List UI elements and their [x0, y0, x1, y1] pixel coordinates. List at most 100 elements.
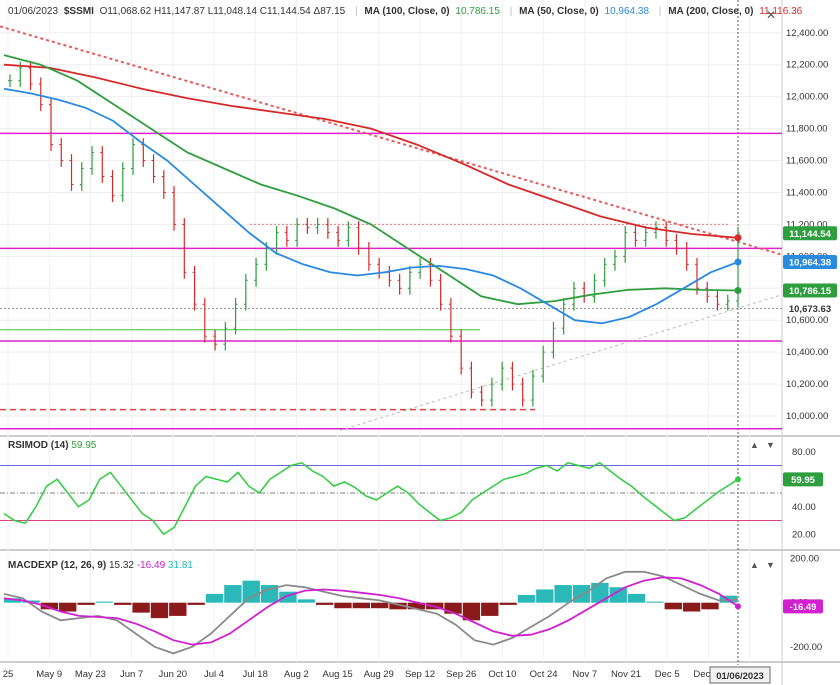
- x-tick-label: Dec 5: [655, 669, 680, 680]
- rsi-tick-label: 40.00: [792, 502, 816, 513]
- rsi-panel: [0, 461, 782, 536]
- rsi-value: 59.95: [71, 440, 97, 451]
- rsi-tick-label: 80.00: [792, 447, 816, 458]
- x-tick-label: Jul 18: [243, 669, 268, 680]
- macd-histogram-bar: [315, 602, 334, 605]
- macd-histogram-bar: [224, 585, 242, 603]
- ma100-line: [3, 54, 739, 306]
- price-tag-label: 10,964.38: [789, 258, 831, 269]
- ma200-label: MA (200, Close, 0): [668, 6, 754, 17]
- close-icon[interactable]: ✕: [766, 8, 777, 22]
- rsi-endpoint: [735, 476, 741, 483]
- current-date-label: 01/06/2023: [716, 671, 764, 682]
- macd-histogram-bar: [242, 580, 260, 603]
- price-tick-label: 11,600.00: [786, 156, 828, 167]
- macd-histogram-bar: [169, 602, 187, 616]
- move-up-icon[interactable]: ▲: [750, 440, 759, 450]
- macd-label: MACDEXP (12, 26, 9): [8, 560, 107, 571]
- x-tick-label: Aug 15: [323, 669, 353, 680]
- macd-line: [3, 570, 739, 655]
- x-tick-label: 25: [3, 669, 14, 680]
- macd-signal-line: [3, 576, 739, 646]
- macd-histogram-bar: [536, 589, 554, 603]
- move-down-icon[interactable]: ▼: [766, 440, 775, 450]
- price-tick-label: 10,200.00: [786, 379, 828, 390]
- ma50-value: 10,964.38: [604, 6, 650, 17]
- x-tick-label: Sep 12: [405, 669, 435, 680]
- rsi-tick-label: 20.00: [792, 529, 816, 540]
- ma50-line: [3, 87, 739, 325]
- x-tick-label: Jun 20: [159, 669, 188, 680]
- macd-tick-label: -200.00: [790, 642, 822, 653]
- rsi-header: RSIMOD (14) 59.95: [8, 440, 96, 451]
- price-tick-label: 10,600.00: [786, 315, 828, 326]
- rsi-tag-box: [783, 472, 823, 487]
- macd-histogram-bar: [664, 602, 682, 610]
- macd-histogram-bar: [4, 598, 22, 603]
- macd-value-2: -16.49: [136, 560, 166, 571]
- ma200-value: 11,116.36: [759, 6, 803, 17]
- macd-histogram-bar: [334, 602, 352, 609]
- price-tick-label: 12,000.00: [786, 92, 828, 103]
- x-tick-label: Aug 2: [284, 669, 309, 680]
- macd-histogram-bar: [59, 602, 77, 612]
- macd-histogram-bar: [701, 602, 719, 610]
- x-tick-label: Oct 24: [530, 669, 558, 680]
- ma100-endpoint: [734, 286, 742, 294]
- macd-histogram-bar: [95, 601, 114, 603]
- ma200-endpoint: [734, 234, 742, 242]
- price-tick-label: 11,400.00: [786, 187, 828, 198]
- x-tick-label: Aug 29: [364, 669, 394, 680]
- move-down-icon-2[interactable]: ▼: [766, 560, 775, 570]
- macd-histogram-bar: [682, 602, 701, 612]
- price-tag-box: [783, 255, 837, 270]
- x-tick-label: Jun 7: [120, 669, 143, 680]
- header-symbol: $SSMI: [63, 6, 94, 17]
- price-header: 01/06/2023 $SSMI O11,068.62 H11,147.87 L…: [8, 6, 803, 17]
- macd-histogram-bar: [389, 602, 407, 610]
- macd-tick-label: 200.00: [790, 554, 819, 565]
- macd-signal-endpoint: [735, 603, 741, 610]
- ma100-label: MA (100, Close, 0): [364, 6, 450, 17]
- price-tag-box: [783, 301, 837, 316]
- macd-panel: [3, 570, 741, 655]
- macd-header: MACDEXP (12, 26, 9) 15.32 -16.49 31.81: [8, 560, 193, 571]
- macd-histogram-bar: [627, 593, 646, 603]
- macd-tag-label: -16.49: [790, 602, 817, 613]
- x-tick-label: May 23: [75, 669, 106, 680]
- macd-histogram-bar: [297, 599, 315, 603]
- macd-histogram-bar: [407, 602, 426, 610]
- price-tick-label: 11,800.00: [786, 124, 828, 135]
- macd-histogram-bar: [352, 602, 370, 609]
- macd-histogram-bar: [40, 602, 59, 610]
- price-tag-box: [783, 226, 837, 241]
- macd-histogram-bar: [572, 585, 591, 603]
- x-tick-label: Sep 26: [446, 669, 476, 680]
- macd-histogram-bar: [444, 602, 462, 614]
- macd-histogram-bar: [77, 602, 95, 605]
- current-date-box: [709, 666, 771, 684]
- price-panel: [0, 25, 783, 431]
- price-tick-label: 10,000.00: [786, 411, 828, 422]
- macd-histogram-bar: [609, 587, 627, 603]
- macd-histogram-bar: [646, 601, 664, 603]
- x-tick-label: Oct 10: [488, 669, 516, 680]
- x-axis: 25 May 9 May 23 Jun 7 Jun 20 Jul 4 Jul 18 Aug 2…: [3, 666, 771, 684]
- rsi-tag-label: 59.95: [791, 475, 815, 486]
- ma50-label: MA (50, Close, 0): [519, 6, 599, 17]
- macd-histogram-bar: [462, 602, 481, 621]
- uptrend-line: [339, 294, 783, 431]
- macd-histogram-bar: [132, 602, 150, 613]
- macd-histogram-bar: [260, 585, 279, 603]
- header-date: 01/06/2023: [8, 6, 59, 17]
- ma100-value: 10,786.15: [455, 6, 500, 17]
- x-tick-label: Dec 19: [693, 669, 723, 680]
- macd-histogram-bar: [517, 594, 536, 603]
- header-ohlc: O11,068.62 H11,147.87 L11,048.14 C11,144…: [99, 6, 346, 17]
- macd-histogram-bar: [150, 602, 169, 619]
- macd-histogram-bar: [114, 602, 132, 605]
- ma50-endpoint: [734, 258, 742, 266]
- move-up-icon-2[interactable]: ▲: [750, 560, 759, 570]
